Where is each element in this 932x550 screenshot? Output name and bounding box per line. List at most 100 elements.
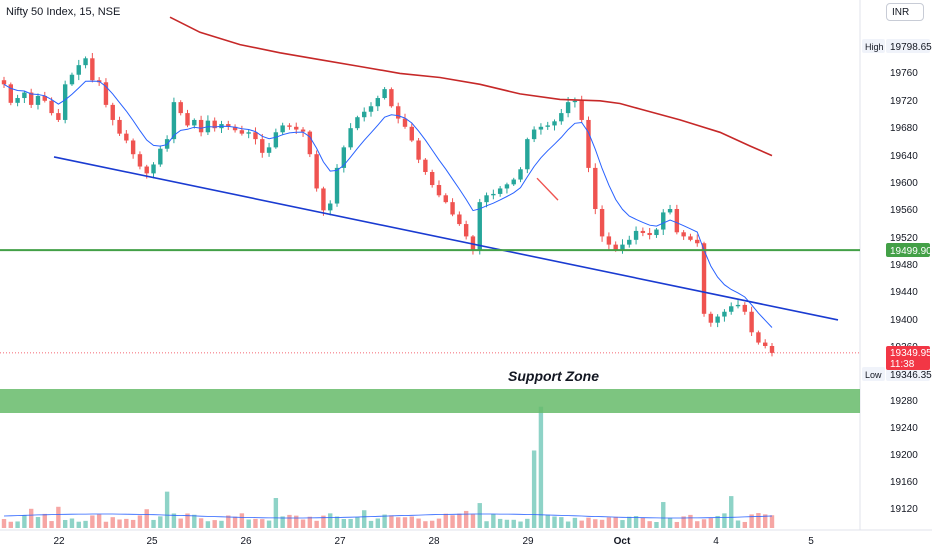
volume-bar <box>328 513 333 528</box>
candle <box>763 339 768 349</box>
price-tick-label: 19600 <box>890 178 918 189</box>
candle <box>586 116 591 173</box>
volume-bar <box>627 516 632 528</box>
candle <box>368 102 374 117</box>
candle <box>701 241 707 317</box>
candle <box>321 186 326 216</box>
candle <box>62 80 68 124</box>
volume-bar <box>117 519 122 528</box>
candle <box>15 94 20 107</box>
volume-bar <box>90 515 95 528</box>
volume-bar <box>586 517 591 528</box>
candle <box>395 102 401 124</box>
candle <box>28 88 34 108</box>
svg-text:19798.65: 19798.65 <box>890 42 932 53</box>
svg-text:19499.90: 19499.90 <box>890 246 932 257</box>
candle <box>117 116 122 136</box>
volume-moving-average <box>3 513 773 519</box>
volume-bar <box>715 515 720 528</box>
candle <box>232 124 238 133</box>
candle <box>504 182 510 194</box>
candle <box>341 145 347 173</box>
candle <box>280 122 285 136</box>
candle <box>35 93 41 110</box>
volume-bar <box>76 521 81 528</box>
candle <box>226 120 231 130</box>
candle <box>661 209 666 235</box>
high-price-tag: 19798.65 <box>886 39 932 53</box>
candle <box>416 137 421 164</box>
candle <box>389 87 394 108</box>
volume-bar <box>22 515 27 528</box>
candle <box>708 311 714 327</box>
volume-bar <box>334 516 340 528</box>
candle <box>22 90 27 104</box>
volume-bar <box>729 496 734 528</box>
volume-bar <box>56 506 61 528</box>
volume-bar <box>763 514 768 528</box>
candle <box>511 177 516 186</box>
volume-bar <box>294 515 299 528</box>
candle <box>151 162 156 179</box>
volume-bar <box>661 502 666 528</box>
volume-bar <box>688 514 693 528</box>
volume-bar <box>137 515 143 528</box>
candle <box>538 123 544 135</box>
volume-bar <box>307 516 313 528</box>
volume-bar <box>110 517 115 528</box>
volume-bar <box>606 517 612 528</box>
candle <box>443 193 448 204</box>
volume-bar <box>212 520 217 528</box>
volume-bar <box>511 519 516 528</box>
support-zone-label: Support Zone <box>508 368 599 384</box>
volume-bar <box>620 520 625 528</box>
candle <box>198 115 204 137</box>
candle <box>640 227 646 237</box>
candle <box>103 78 109 108</box>
volume-bar <box>518 521 523 528</box>
volume-bar <box>436 518 442 528</box>
candle <box>633 226 639 245</box>
volume-bar <box>708 518 714 528</box>
volume-bar <box>144 509 149 528</box>
volume-bar <box>266 520 272 528</box>
volume-bar <box>450 515 455 528</box>
volume-bar <box>457 513 462 528</box>
time-tick-label: 28 <box>428 536 440 547</box>
price-tick-label: 19400 <box>890 315 918 326</box>
fast-moving-average <box>3 80 773 328</box>
candle <box>287 123 292 130</box>
short-trendline <box>536 177 559 201</box>
price-tick-label: 19520 <box>890 233 918 244</box>
candle <box>409 123 414 143</box>
support-zone-rect <box>0 389 860 413</box>
volume-bar <box>69 518 75 528</box>
volume-bar <box>239 513 245 528</box>
volume-bar <box>83 520 88 528</box>
time-tick-label: 4 <box>713 536 719 547</box>
candle <box>137 151 143 170</box>
currency-selector[interactable]: INR <box>886 3 924 21</box>
volume-bar <box>287 514 292 528</box>
candle <box>681 230 686 240</box>
volume-bar <box>151 519 156 528</box>
volume-bar <box>484 521 489 528</box>
candle <box>647 227 652 240</box>
volume-bar <box>545 514 550 528</box>
candle <box>620 239 625 254</box>
price-tick-label: 19200 <box>890 450 918 461</box>
volume-bar <box>749 514 754 528</box>
candle <box>729 302 734 315</box>
candle <box>742 302 748 315</box>
price-tick-label: 19120 <box>890 504 918 515</box>
volume-bar <box>300 519 306 528</box>
candle <box>484 192 489 208</box>
candle <box>654 227 659 238</box>
candle <box>307 130 313 158</box>
support-zone <box>0 389 860 413</box>
candle <box>375 95 381 112</box>
volume-bar <box>735 520 741 528</box>
volume-bar <box>525 518 530 528</box>
volume-bar <box>654 521 659 528</box>
